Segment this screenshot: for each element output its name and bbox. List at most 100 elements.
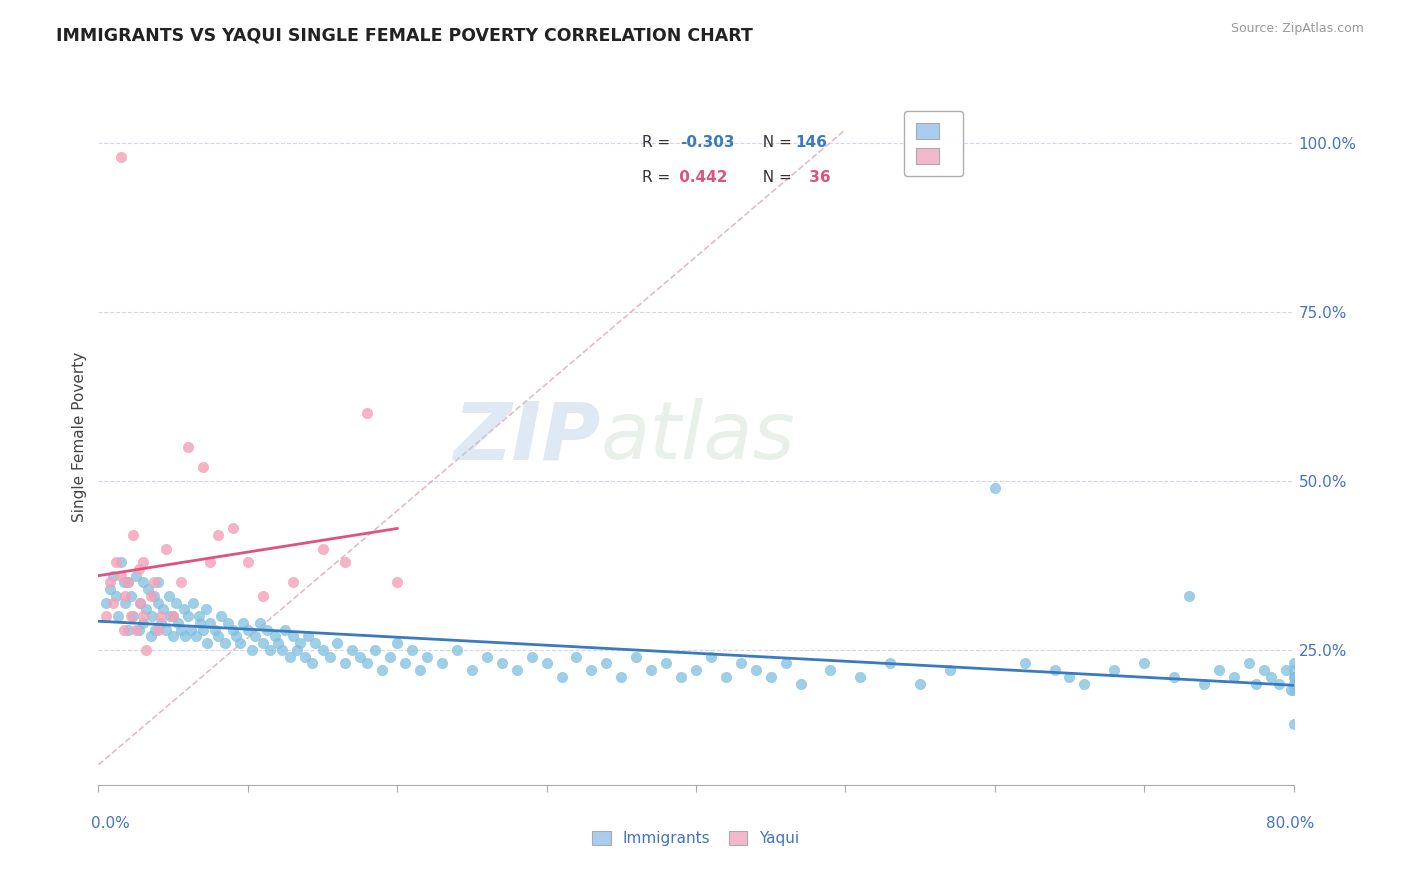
- Point: [879, 657, 901, 671]
- Point: [342, 643, 364, 657]
- Point: [121, 528, 143, 542]
- Point: [775, 657, 797, 671]
- Point: [908, 676, 931, 690]
- Text: 0.442: 0.442: [675, 170, 728, 185]
- Point: [98, 575, 122, 590]
- Point: [173, 602, 195, 616]
- Point: [187, 609, 209, 624]
- Legend: Immigrants, Yaqui: Immigrants, Yaqui: [585, 823, 807, 854]
- Point: [1282, 670, 1305, 684]
- Y-axis label: Single Female Poverty: Single Female Poverty: [72, 352, 87, 522]
- Point: [141, 609, 163, 624]
- Point: [789, 676, 811, 690]
- Point: [197, 636, 219, 650]
- Point: [401, 643, 423, 657]
- Point: [128, 623, 150, 637]
- Point: [1282, 717, 1305, 731]
- Point: [259, 643, 281, 657]
- Point: [132, 609, 155, 624]
- Point: [142, 575, 165, 590]
- Point: [394, 657, 416, 671]
- Point: [1244, 676, 1267, 690]
- Point: [105, 589, 128, 603]
- Point: [129, 596, 152, 610]
- Point: [1282, 676, 1305, 690]
- Point: [263, 629, 285, 643]
- Point: [333, 555, 356, 569]
- Point: [506, 663, 529, 677]
- Text: ZIP: ZIP: [453, 398, 600, 476]
- Point: [333, 657, 356, 671]
- Point: [655, 657, 678, 671]
- Point: [984, 481, 1007, 495]
- Point: [148, 623, 170, 637]
- Point: [162, 609, 184, 624]
- Point: [150, 615, 173, 630]
- Point: [157, 589, 180, 603]
- Point: [114, 589, 136, 603]
- Point: [461, 663, 484, 677]
- Point: [105, 555, 128, 569]
- Point: [222, 521, 245, 535]
- Point: [162, 609, 184, 624]
- Point: [207, 528, 229, 542]
- Point: [536, 657, 558, 671]
- Point: [1192, 676, 1215, 690]
- Point: [129, 596, 152, 610]
- Text: Source: ZipAtlas.com: Source: ZipAtlas.com: [1230, 22, 1364, 36]
- Text: atlas: atlas: [600, 398, 796, 476]
- Point: [236, 555, 259, 569]
- Point: [117, 575, 139, 590]
- Point: [356, 406, 378, 420]
- Point: [1279, 683, 1302, 698]
- Point: [136, 582, 159, 596]
- Point: [94, 596, 117, 610]
- Point: [191, 460, 214, 475]
- Text: 0.0%: 0.0%: [91, 816, 131, 831]
- Point: [565, 649, 588, 664]
- Text: R =: R =: [643, 135, 675, 150]
- Text: R =: R =: [643, 170, 675, 185]
- Point: [245, 629, 267, 643]
- Point: [155, 623, 177, 637]
- Point: [759, 670, 782, 684]
- Point: [319, 649, 342, 664]
- Point: [117, 575, 139, 590]
- Point: [1133, 657, 1156, 671]
- Point: [98, 582, 122, 596]
- Point: [110, 568, 132, 582]
- Point: [207, 629, 229, 643]
- Point: [939, 663, 962, 677]
- Point: [150, 609, 173, 624]
- Point: [294, 649, 316, 664]
- Point: [1282, 663, 1305, 677]
- Point: [700, 649, 723, 664]
- Point: [730, 657, 752, 671]
- Point: [240, 643, 263, 657]
- Point: [174, 629, 197, 643]
- Point: [200, 555, 222, 569]
- Point: [132, 575, 155, 590]
- Point: [1223, 670, 1246, 684]
- Point: [181, 596, 204, 610]
- Point: [1043, 663, 1066, 677]
- Point: [148, 596, 170, 610]
- Point: [209, 609, 232, 624]
- Point: [408, 663, 430, 677]
- Point: [252, 589, 274, 603]
- Point: [1275, 663, 1298, 677]
- Point: [195, 602, 218, 616]
- Point: [166, 615, 188, 630]
- Point: [249, 615, 271, 630]
- Point: [125, 623, 148, 637]
- Point: [110, 150, 132, 164]
- Point: [236, 623, 259, 637]
- Point: [446, 643, 468, 657]
- Point: [165, 596, 187, 610]
- Point: [132, 555, 155, 569]
- Point: [222, 623, 245, 637]
- Point: [177, 609, 200, 624]
- Point: [714, 670, 737, 684]
- Point: [128, 562, 150, 576]
- Point: [121, 609, 143, 624]
